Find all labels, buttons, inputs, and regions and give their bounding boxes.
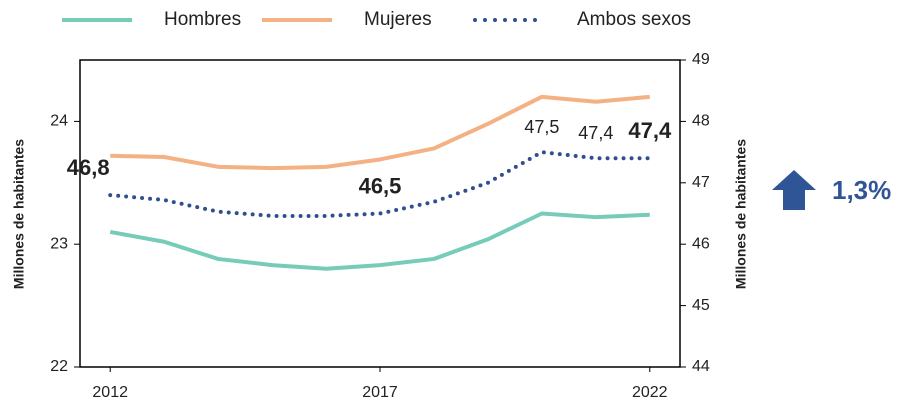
y2-tick-label: 46 — [692, 235, 710, 252]
y-tick-label: 23 — [50, 235, 68, 252]
y2-tick-label: 48 — [692, 113, 710, 130]
data-label: 47,5 — [524, 117, 559, 137]
y-axis-title: Millones de habitantes — [11, 139, 27, 289]
y2-tick-label: 44 — [692, 358, 710, 375]
series-line — [108, 150, 652, 218]
series-line — [110, 94, 650, 171]
legend-label: Ambos sexos — [577, 9, 691, 30]
legend-label: Mujeres — [364, 9, 432, 30]
series-line — [109, 211, 650, 271]
data-label: 46,5 — [359, 173, 402, 198]
legend-label: Hombres — [164, 9, 241, 30]
y2-tick-label: 45 — [692, 297, 710, 314]
data-label: 46,8 — [67, 155, 110, 180]
x-tick-label: 2012 — [92, 384, 128, 401]
y2-axis-title: Millones de habitantes — [733, 139, 749, 289]
y-tick-label: 22 — [50, 358, 68, 375]
x-tick-label: 2022 — [632, 384, 668, 401]
data-label: 47,4 — [628, 118, 672, 143]
y2-tick-label: 47 — [692, 174, 710, 191]
annotation: 1,3% — [832, 175, 891, 205]
arrow-icon — [772, 170, 816, 210]
x-tick-label: 2017 — [362, 384, 398, 401]
data-label: 47,4 — [578, 123, 613, 143]
y2-tick-label: 49 — [692, 51, 710, 68]
y-tick-label: 24 — [50, 113, 68, 130]
